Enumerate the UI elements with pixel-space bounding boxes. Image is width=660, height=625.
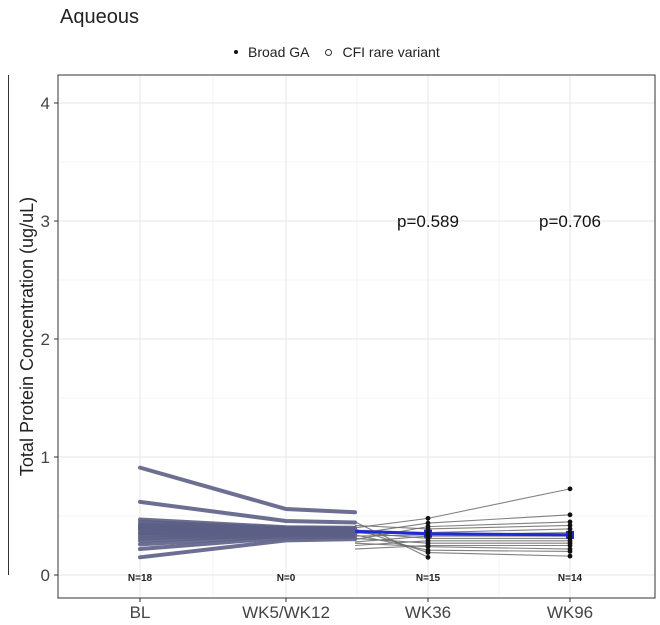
chart-text: 0 1 2 3 4 BL WK5/WK12 WK36 WK96 Total Protein Con… (17, 94, 601, 622)
data-point-wk96 (567, 519, 573, 525)
data-point-wk96 (567, 543, 573, 548)
data-point-wk36 (425, 544, 431, 550)
data-points (425, 486, 573, 560)
legend-item-broad-ga: Broad GA (234, 44, 309, 60)
baseline-subject-line (138, 534, 357, 552)
plot-panel-border (57, 74, 656, 599)
x-tick-label: BL (130, 603, 151, 622)
subject-line (354, 542, 571, 550)
data-point-wk96 (567, 553, 573, 559)
y-tick-label: 1 (41, 448, 50, 467)
data-point-wk96 (567, 512, 573, 518)
x-tick-label: WK5/WK12 (242, 603, 330, 622)
data-point-wk36 (425, 554, 431, 560)
y-axis-label: Total Protein Concentration (ug/uL) (17, 197, 37, 476)
subject-line (354, 521, 429, 558)
n-count-label: N=0 (277, 573, 296, 584)
data-point-wk36 (425, 520, 431, 526)
x-tick-label: WK36 (405, 603, 451, 622)
legend-label-broad-ga: Broad GA (248, 44, 310, 60)
legend-item-cfi-rare-variant: CFI rare variant (325, 44, 440, 60)
y-tick-label: 0 (41, 566, 50, 585)
y-tick-label: 3 (41, 212, 50, 231)
data-point-wk36 (425, 515, 431, 521)
chart-legend: Broad GA CFI rare variant (234, 44, 440, 60)
data-point-wk96 (567, 486, 573, 492)
n-count-label: N=15 (416, 573, 441, 584)
data-point-wk96 (567, 526, 573, 532)
n-count-label: N=18 (128, 573, 153, 584)
y-tick-label: 2 (41, 330, 50, 349)
baseline-subject-line (138, 465, 357, 515)
p-value-annotation: p=0.589 (397, 212, 459, 231)
baseline-subject-line (138, 537, 357, 560)
axes (54, 74, 656, 602)
data-point-wk96 (567, 530, 573, 535)
legend-label-cfi-rare-variant: CFI rare variant (342, 44, 440, 60)
grid-lines (58, 75, 655, 598)
baseline-series (138, 465, 357, 560)
data-point-wk36 (425, 526, 431, 532)
legend-circle-symbol (325, 48, 333, 56)
y-tick-label: 4 (41, 94, 50, 113)
legend-dot-symbol (234, 50, 238, 54)
left-panel-edge (0, 75, 9, 575)
data-point-wk96 (567, 549, 573, 554)
data-point-wk96 (567, 523, 573, 528)
subject-series (354, 488, 571, 558)
baseline-subject-line (138, 499, 357, 525)
p-value-annotation: p=0.706 (539, 212, 601, 231)
n-count-label: N=14 (558, 573, 583, 584)
data-point-wk36 (425, 550, 431, 555)
subject-line (354, 488, 571, 529)
page-title: Aqueous (60, 6, 139, 28)
x-tick-label: WK96 (547, 603, 593, 622)
